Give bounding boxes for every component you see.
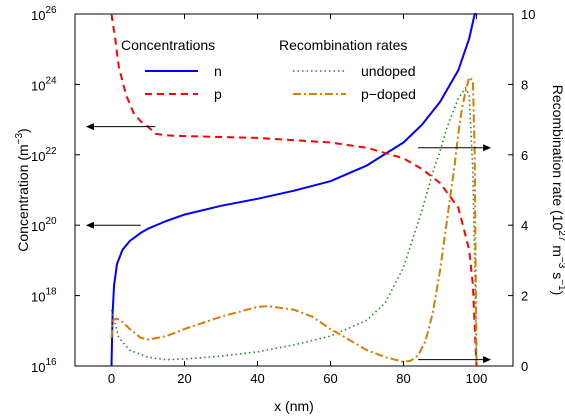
series-undoped xyxy=(110,87,478,361)
legend-label-undoped: undoped xyxy=(361,63,416,79)
arrows-group xyxy=(85,123,492,364)
y-right-tick-label: 4 xyxy=(521,218,528,233)
y-right-tick-label: 10 xyxy=(521,7,535,22)
right-y-axis-label-exp3: −1 xyxy=(556,279,565,291)
x-axis-label: x (nm) xyxy=(274,398,314,414)
left-y-axis-label: Concentration (m−3) xyxy=(14,128,31,251)
x-tick-label: 20 xyxy=(177,371,191,386)
y-right-tick-label: 2 xyxy=(521,289,528,304)
right-y-axis-label-main: Recombination rate (10 xyxy=(550,85,565,231)
y-left-tick-label: 1016 xyxy=(31,357,57,375)
right-y-axis-label-exp2: −3 xyxy=(556,257,565,269)
legend-label-p-doped: p−doped xyxy=(361,86,416,102)
left-y-axis-label-close: ) xyxy=(15,128,31,133)
x-tick-label: 100 xyxy=(466,371,488,386)
legend-label-n: n xyxy=(214,63,222,79)
x-tick-label: 80 xyxy=(396,371,410,386)
y-left-tick-label: 1018 xyxy=(31,287,57,305)
y-left-tick-label: 1026 xyxy=(31,5,57,23)
y-right-tick-label: 8 xyxy=(521,77,528,92)
ticks: 0 20 40 60 80 100 1016 1018 1020 1022 1024 1026 0 2 4 6… xyxy=(31,5,535,386)
y-right-tick-label: 6 xyxy=(521,148,528,163)
x-tick-label: 40 xyxy=(250,371,264,386)
x-tick-label: 0 xyxy=(108,371,115,386)
axis-arrow-head xyxy=(483,144,492,152)
series-p-doped xyxy=(110,76,478,363)
y-left-tick-label: 1020 xyxy=(31,216,57,234)
right-y-axis-label-close: ) xyxy=(550,291,565,296)
legend: Concentrations Recombination rates n p u… xyxy=(121,37,416,102)
axis-arrow-head xyxy=(85,123,94,131)
x-tick-label: 60 xyxy=(323,371,337,386)
axis-arrow-head xyxy=(85,221,94,229)
right-y-axis-label: Recombination rate (1027 m−3 s−1) xyxy=(550,85,565,296)
series-p xyxy=(110,13,478,367)
series-n xyxy=(110,13,477,367)
y-right-tick-label: 0 xyxy=(521,359,528,374)
left-y-axis-label-main: Concentration (m xyxy=(15,144,31,251)
series-group xyxy=(110,13,478,367)
plot-frame xyxy=(74,13,514,367)
right-y-axis-label-m: m xyxy=(550,241,565,257)
legend-group-concentrations: Concentrations xyxy=(121,37,215,53)
legend-label-p: p xyxy=(214,86,222,102)
right-y-axis-label-exp1: 27 xyxy=(556,230,565,242)
left-y-axis-label-exp: −3 xyxy=(14,133,25,145)
axis-arrow-head xyxy=(483,356,492,364)
legend-group-recombination: Recombination rates xyxy=(279,37,407,53)
right-y-axis-label-s: s xyxy=(550,268,565,279)
y-left-tick-label: 1022 xyxy=(31,146,57,164)
y-left-tick-label: 1024 xyxy=(31,75,57,93)
